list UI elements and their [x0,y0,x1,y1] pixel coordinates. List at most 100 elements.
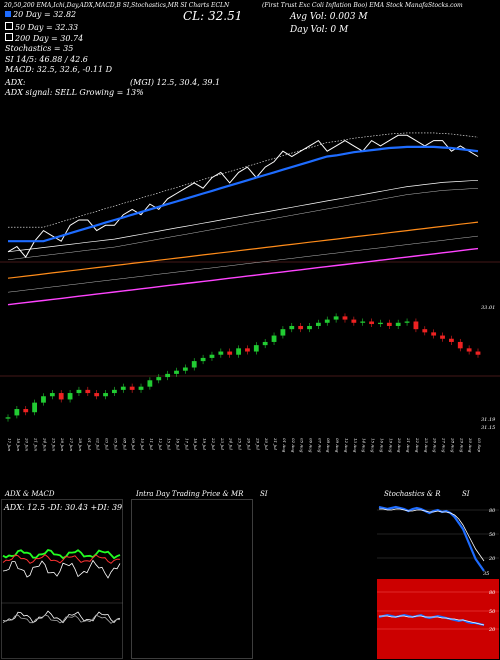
x-tick-label: 31 Jul [273,438,278,451]
x-tick-label: 16 Aug [379,438,384,453]
intraday-title: Intra Day Trading Price & MR [136,490,244,498]
legend-ema200: 200 Day = 30.74 [5,33,83,43]
intraday-si: SI [260,490,268,498]
candle-body [378,322,383,325]
header-fund: (First Trust Exc Coli Inflation Boo) EMA… [262,2,463,9]
legend-ema50-swatch [5,22,13,30]
stoch-label-50: 50 [489,532,496,538]
x-tick-label: 08 Jul [122,438,127,451]
candle-body [440,335,445,339]
x-tick-label: 21 Jun [34,437,39,452]
candle-body [191,361,197,368]
candle-body [76,389,82,394]
x-tick-label: 26 Jun [60,437,65,452]
candle-body [262,341,268,346]
candle-body [156,377,162,381]
candle-body [236,348,241,355]
candle-body [32,402,38,413]
day-volume: Day Vol: 0 M [290,25,349,35]
candle-body [174,370,179,374]
legend-adx: ADX: [5,78,26,87]
x-tick-label: 12 Aug [344,438,349,453]
macd-line-1 [2,614,121,624]
candle-body [209,354,215,358]
x-tick-label: 24 Jul [229,437,234,451]
x-tick-label: 27 Aug [442,437,447,453]
candle-body [138,386,144,390]
legend-ema20: 20 Day = 32.82 [5,10,76,19]
candle-body [404,321,410,323]
candle-body [165,373,171,378]
candle-body [422,329,428,333]
series-line-ema20 [8,145,479,243]
x-tick-label: 29 Jul [255,437,260,451]
x-tick-label: 01 Jul [87,438,92,451]
x-tick-label: 02 Aug [291,438,296,453]
x-tick-label: 30 Jul [264,438,269,451]
x-tick-label: 21 Aug [406,437,411,453]
candle-body [457,341,463,349]
candle-body [41,396,46,403]
adx-text: ADX: 12.5 -DI: 30.43 +DI: 39.13 [3,503,123,512]
candle-body [200,357,206,362]
x-tick-label: 28 Aug [450,437,455,453]
x-tick-label: 24 Jun [42,437,47,452]
x-tick-label: 19 Aug [388,438,393,453]
stoch-si: SI [462,490,470,498]
band-line-ema50 [7,188,479,261]
candle-body [182,367,188,371]
candle-body [67,393,73,400]
legend-ema20-swatch [5,11,11,17]
candle-body [395,322,401,326]
right-label-2: 31.19 [481,417,496,423]
dotted-line [8,132,479,228]
x-tick-label: 23 Aug [424,437,429,453]
candle-body [245,348,250,352]
x-tick-label: 14 Aug [362,438,367,453]
candle-body [120,386,126,390]
candle-body [431,332,437,336]
candle-body [351,319,357,323]
candle-body [448,338,454,342]
candle-body [315,322,321,326]
macd-line-0 [2,610,121,624]
header-tags: 20,50,200 EMA,Ichi,Day,ADX,MACD,B SI,Sto… [4,2,230,9]
candle-body [147,380,153,387]
x-tick-label: 18 Jul [193,438,198,451]
candle-body [369,321,374,325]
candle-body [14,409,20,416]
x-tick-label: 05 Jul [113,438,118,451]
x-tick-label: 06 Aug [309,438,314,453]
stochastics-panel: 80 50 20 35 80 50 20 [377,499,499,659]
x-tick-label: 28 Jun [78,437,83,452]
mrsi-label-20: 20 [488,627,496,633]
x-tick-label: 13 Aug [353,438,358,453]
candle-body [112,389,117,394]
legend-macd: MACD: 32.5, 32.6, -0.11 D [5,65,113,74]
x-tick-label: 23 Jul [220,437,225,451]
x-tick-label: 26 Aug [433,437,438,453]
series-line-longma [7,247,479,306]
candle-body [271,335,277,342]
candle-body [324,319,330,323]
x-tick-label: 02 Jul [96,438,101,451]
candle-body [360,321,366,323]
right-label-3: 31.15 [481,425,495,431]
candle-body [289,325,295,330]
candle-body [413,321,419,330]
stoch-label-20: 20 [488,556,496,562]
x-tick-label: 22 Jul [211,437,216,451]
x-tick-label: 17 Jun [7,438,12,452]
x-tick-label: 01 Aug [282,438,287,453]
mrsi-line-1 [379,615,485,626]
x-tick-label: 11 Jul [149,438,154,451]
candle-body [85,389,91,394]
candle-body [58,393,64,400]
candle-body [307,325,312,330]
x-tick-label: 29 Aug [459,437,464,453]
candle-body [5,417,11,419]
right-label-1: 33.01 [481,305,495,311]
stoch-line-1 [379,508,485,562]
legend-ema50: 50 Day = 32.33 [5,22,78,32]
band-line-ema200 [7,235,479,293]
